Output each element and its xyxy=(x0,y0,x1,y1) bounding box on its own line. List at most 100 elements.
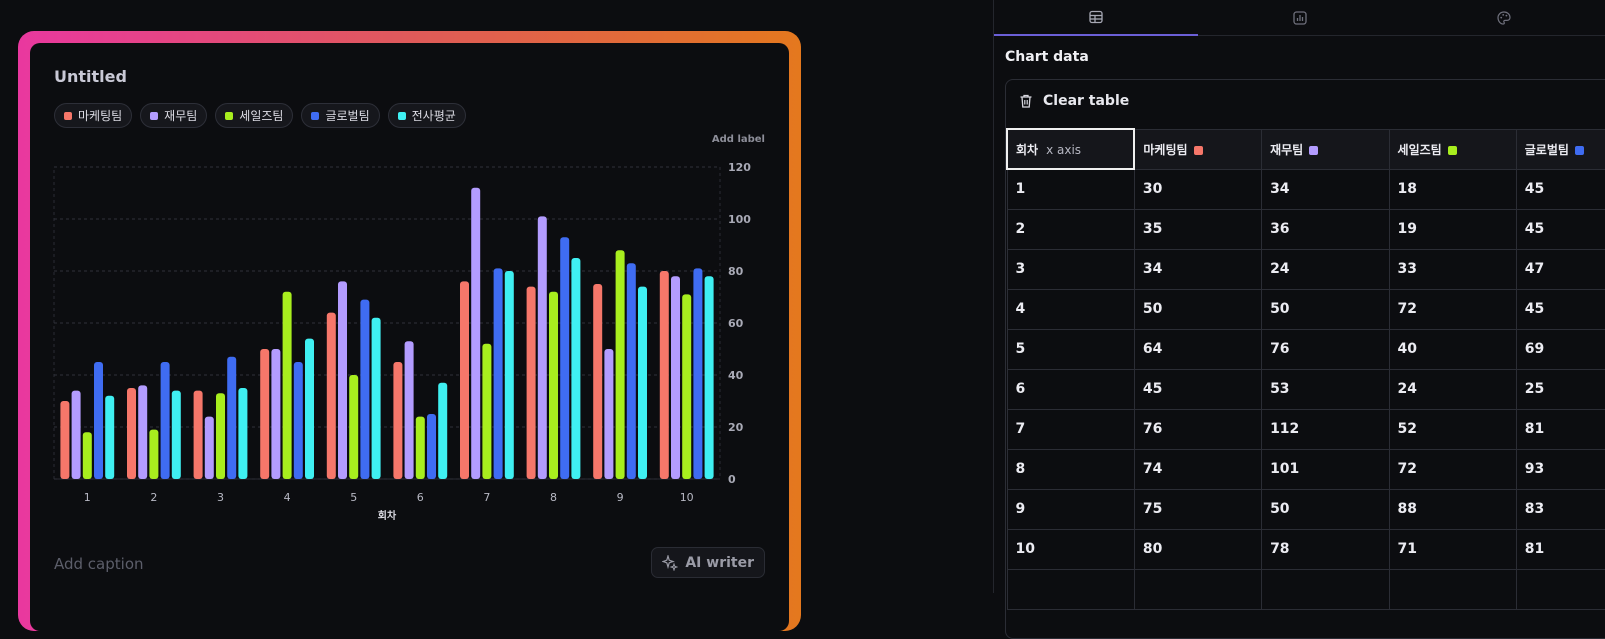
bar xyxy=(549,291,558,479)
chart-frame: Untitled 마케팅팀 재무팀 세일즈팀 글로벌팀 전사평균 Add label 0… xyxy=(18,31,801,631)
legend-item[interactable]: 재무팀 xyxy=(140,103,208,128)
data-cell[interactable]: 18 xyxy=(1388,168,1517,210)
empty-cell[interactable] xyxy=(1515,568,1605,610)
series-header-cell[interactable]: 글로벌팀 xyxy=(1515,128,1605,170)
empty-cell[interactable] xyxy=(1133,568,1263,610)
ai-writer-button[interactable]: AI writer xyxy=(651,547,765,578)
legend-item[interactable]: 전사평균 xyxy=(387,103,466,128)
empty-cell[interactable] xyxy=(1388,568,1517,610)
data-cell[interactable]: 45 xyxy=(1515,288,1605,330)
bar xyxy=(659,271,669,479)
x-value-cell[interactable]: 3 xyxy=(1006,248,1135,290)
data-cell[interactable]: 81 xyxy=(1515,528,1605,570)
x-tick-label: 1 xyxy=(84,491,91,504)
x-value-cell[interactable]: 5 xyxy=(1006,328,1135,370)
clear-table-button[interactable]: Clear table xyxy=(1018,93,1129,109)
tab-table[interactable] xyxy=(994,0,1198,36)
tab-style[interactable] xyxy=(1402,0,1605,36)
x-axis-hint: x axis xyxy=(1046,142,1082,157)
data-cell[interactable]: 72 xyxy=(1388,448,1517,490)
data-cell[interactable]: 74 xyxy=(1133,448,1263,490)
data-cell[interactable]: 45 xyxy=(1133,368,1263,410)
series-header-cell[interactable]: 세일즈팀 xyxy=(1388,128,1517,170)
data-cell[interactable]: 25 xyxy=(1515,368,1605,410)
data-cell[interactable]: 50 xyxy=(1261,288,1390,330)
series-color-swatch[interactable] xyxy=(1309,145,1319,155)
table-row: 8 74 101 72 93 xyxy=(1006,448,1605,490)
series-color-swatch[interactable] xyxy=(1193,145,1203,155)
data-cell[interactable]: 72 xyxy=(1388,288,1517,330)
data-cell[interactable]: 40 xyxy=(1388,328,1517,370)
bar xyxy=(482,343,492,479)
x-axis-title: 회차 xyxy=(378,509,397,522)
data-cell[interactable]: 24 xyxy=(1261,248,1390,290)
data-cell[interactable]: 81 xyxy=(1515,408,1605,450)
data-cell[interactable]: 34 xyxy=(1261,168,1390,210)
data-cell[interactable]: 45 xyxy=(1515,208,1605,250)
data-cell[interactable]: 19 xyxy=(1388,208,1517,250)
data-cell[interactable]: 78 xyxy=(1261,528,1390,570)
x-value-cell[interactable]: 7 xyxy=(1006,408,1135,450)
bar xyxy=(271,349,281,479)
data-cell[interactable]: 36 xyxy=(1261,208,1390,250)
add-label-button[interactable]: Add label xyxy=(711,134,765,145)
data-cell[interactable]: 83 xyxy=(1515,488,1605,530)
x-axis-header-cell[interactable]: 회차 x axis xyxy=(1006,128,1136,170)
series-color-swatch[interactable] xyxy=(1447,145,1457,155)
table-row: 10 80 78 71 81 xyxy=(1006,528,1605,570)
legend-item[interactable]: 마케팅팀 xyxy=(54,103,133,128)
data-cell[interactable]: 75 xyxy=(1133,488,1263,530)
bar xyxy=(105,395,115,479)
bar xyxy=(71,390,81,479)
legend-item[interactable]: 글로벌팀 xyxy=(301,103,380,128)
data-cell[interactable]: 30 xyxy=(1133,168,1263,210)
data-cell[interactable]: 34 xyxy=(1133,248,1263,290)
x-value-cell[interactable]: 9 xyxy=(1006,488,1135,530)
data-cell[interactable]: 76 xyxy=(1261,328,1390,370)
x-value-cell[interactable]: 6 xyxy=(1006,368,1135,410)
series-color-swatch[interactable] xyxy=(1574,145,1584,155)
empty-cell[interactable] xyxy=(1261,568,1390,610)
data-cell[interactable]: 33 xyxy=(1388,248,1517,290)
data-cell[interactable]: 45 xyxy=(1515,168,1605,210)
panel-title: Chart data xyxy=(1005,49,1089,65)
data-cell[interactable]: 69 xyxy=(1515,328,1605,370)
data-cell[interactable]: 93 xyxy=(1515,448,1605,490)
bar xyxy=(404,341,414,479)
bar xyxy=(338,281,347,479)
data-cell[interactable]: 24 xyxy=(1388,368,1517,410)
table-icon xyxy=(1089,10,1103,24)
legend-label: 글로벌팀 xyxy=(325,109,370,123)
data-cell[interactable]: 88 xyxy=(1388,488,1517,530)
x-value-cell[interactable]: 4 xyxy=(1006,288,1135,330)
x-value-cell[interactable]: 2 xyxy=(1006,208,1135,250)
data-cell[interactable]: 80 xyxy=(1133,528,1263,570)
data-cell[interactable]: 112 xyxy=(1261,408,1390,450)
data-cell[interactable]: 76 xyxy=(1133,408,1263,450)
data-cell[interactable]: 101 xyxy=(1261,448,1390,490)
data-cell[interactable]: 53 xyxy=(1261,368,1390,410)
x-value-cell[interactable]: 10 xyxy=(1006,528,1135,570)
x-tick-label: 5 xyxy=(350,491,357,504)
x-tick-label: 7 xyxy=(483,491,490,504)
chart-title[interactable]: Untitled xyxy=(54,67,127,86)
chart-card[interactable]: Untitled 마케팅팀 재무팀 세일즈팀 글로벌팀 전사평균 Add label 0… xyxy=(30,43,789,631)
series-header-cell[interactable]: 재무팀 xyxy=(1261,128,1390,170)
tab-chart[interactable] xyxy=(1198,0,1402,36)
x-value-cell[interactable]: 1 xyxy=(1006,168,1135,210)
data-cell[interactable]: 50 xyxy=(1133,288,1263,330)
data-cell[interactable]: 71 xyxy=(1388,528,1517,570)
data-cell[interactable]: 52 xyxy=(1388,408,1517,450)
x-value-cell[interactable]: 8 xyxy=(1006,448,1135,490)
y-tick-label: 100 xyxy=(728,213,751,226)
caption-input[interactable]: Add caption xyxy=(54,555,144,573)
data-cell[interactable]: 64 xyxy=(1133,328,1263,370)
empty-cell[interactable] xyxy=(1006,568,1135,610)
data-cell[interactable]: 50 xyxy=(1261,488,1390,530)
legend-item[interactable]: 세일즈팀 xyxy=(215,103,294,128)
data-cell[interactable]: 47 xyxy=(1515,248,1605,290)
data-cell[interactable]: 35 xyxy=(1133,208,1263,250)
data-table: 회차 x axis 마케팅팀 재무팀 세일즈팀 글로벌팀 1 30 34 18 45 2 35 36 1… xyxy=(1006,128,1605,610)
y-tick-label: 120 xyxy=(728,161,751,174)
series-header-cell[interactable]: 마케팅팀 xyxy=(1133,128,1263,170)
